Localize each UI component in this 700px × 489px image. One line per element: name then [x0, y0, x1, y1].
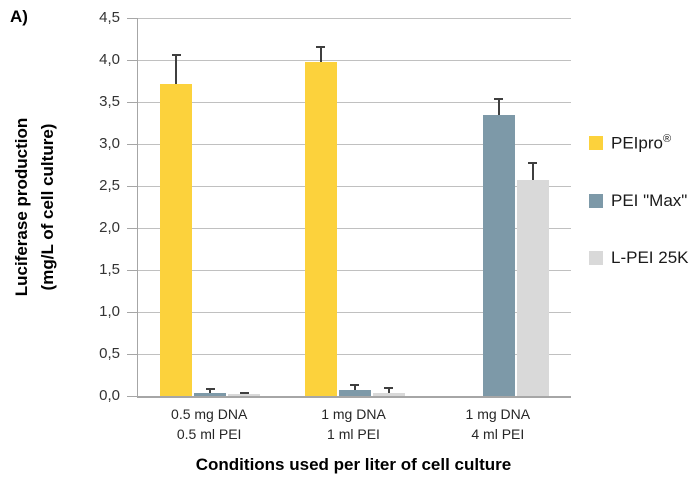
category-label-line2: 4 ml PEI: [471, 426, 525, 442]
gridline: [138, 269, 571, 271]
legend-item: PEIpro®: [589, 133, 689, 154]
y-axis-tick: [127, 59, 137, 61]
error-bar: [175, 54, 178, 84]
bar-pei-max--cat2: [482, 114, 515, 396]
gridline: [138, 101, 571, 103]
error-bar-cap: [384, 386, 393, 389]
y-axis-title: Luciferase production (mg/L of cell cult…: [9, 15, 63, 399]
error-bar-cap: [239, 391, 249, 394]
error-bar-cap: [205, 388, 215, 391]
category-label-line2: 0.5 ml PEI: [176, 426, 242, 442]
error-bar-cap: [350, 384, 359, 387]
error-bar-cap: [171, 53, 181, 56]
legend-label: PEI "Max": [611, 190, 688, 210]
y-axis-tick: [127, 17, 137, 19]
gridline: [138, 185, 571, 187]
y-axis-tick: [127, 227, 137, 229]
y-axis-title-line1: Luciferase production: [12, 117, 31, 297]
bar-l-pei-25k-cat2: [516, 180, 549, 396]
legend-swatch: [589, 250, 603, 265]
y-tick-label: 1,5: [99, 261, 120, 278]
error-bar: [353, 385, 356, 391]
y-tick-label: 2,5: [99, 177, 120, 194]
error-bar-cap: [528, 162, 538, 165]
y-tick-label: 1,0: [99, 303, 120, 320]
y-tick-labels: 4,5 4,0 3,5 3,0 2,5 2,0 1,5 1,0 0,5 0,0: [68, 9, 120, 404]
gridline: [138, 353, 571, 355]
y-axis-tick: [127, 395, 137, 397]
gridline: [138, 17, 571, 19]
registered-trademark-icon: ®: [662, 133, 672, 145]
y-tick-label: 4,5: [99, 9, 120, 26]
gridline: [138, 227, 571, 229]
y-tick-label: 4,0: [99, 51, 120, 68]
y-axis-tick: [127, 143, 137, 145]
y-axis-tick: [127, 311, 137, 313]
category-label-line1: 1 mg DNA: [321, 406, 386, 422]
legend-swatch: [589, 193, 603, 208]
error-bar: [497, 98, 500, 115]
category-label: 1 mg DNA 4 ml PEI: [426, 404, 570, 444]
legend-item: L-PEI 25K: [589, 248, 689, 268]
bar-l-pei-25k-cat1: [372, 392, 405, 396]
y-axis-tick: [127, 185, 137, 187]
bar-peipro--cat1: [304, 61, 337, 396]
legend-item: PEI "Max": [589, 191, 689, 211]
bar-pei-max--cat0: [194, 392, 227, 396]
error-bar: [209, 389, 212, 393]
y-tick-label: 3,5: [99, 93, 120, 110]
legend-swatch: [589, 136, 603, 151]
error-bar-cap: [494, 97, 504, 100]
y-tick-label: 0,5: [99, 345, 120, 362]
error-bar: [319, 46, 322, 62]
x-axis-title: Conditions used per liter of cell cultur…: [195, 455, 512, 474]
category-label-line1: 0.5 mg DNA: [171, 406, 248, 422]
legend-label: L-PEI 25K: [611, 247, 689, 267]
gridline: [138, 143, 571, 145]
category-label: 1 mg DNA 1 ml PEI: [281, 404, 425, 444]
y-tick-label: 2,0: [99, 219, 120, 236]
bar-pei-max--cat1: [338, 390, 371, 396]
y-axis-title-line2: (mg/L of cell culture): [38, 123, 57, 291]
y-tick-label: 0,0: [99, 387, 120, 404]
bar-peipro--cat0: [160, 83, 193, 396]
category-label-line1: 1 mg DNA: [465, 406, 531, 422]
bar-l-pei-25k-cat0: [228, 394, 261, 396]
y-axis-tick: [127, 101, 137, 103]
y-axis-tick: [127, 353, 137, 355]
error-bar: [387, 387, 390, 393]
panel-label: A): [10, 7, 28, 26]
y-axis-tick: [127, 269, 137, 271]
y-tick-label: 3,0: [99, 135, 120, 152]
gridline: [138, 59, 571, 61]
error-bar-cap: [316, 45, 325, 48]
gridline: [138, 311, 571, 313]
legend-label: PEIpro®: [611, 133, 672, 153]
error-bar: [531, 163, 534, 181]
legend: PEIpro® PEI "Max" L-PEI 25K: [589, 133, 689, 305]
plot-area: [127, 17, 571, 398]
x-category-labels: 0.5 mg DNA 0.5 ml PEI 1 mg DNA 1 ml PEI 1 mg…: [137, 404, 570, 448]
category-label-line2: 1 ml PEI: [327, 426, 380, 442]
category-label: 0.5 mg DNA 0.5 ml PEI: [137, 404, 281, 444]
